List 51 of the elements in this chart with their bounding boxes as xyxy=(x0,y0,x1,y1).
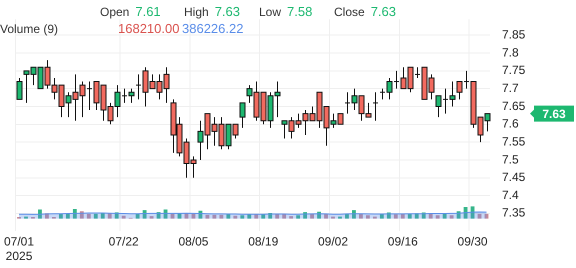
bar xyxy=(212,214,216,219)
text: High 7.63 xyxy=(184,4,240,19)
y-tick-label: 7.35 xyxy=(502,206,526,220)
bar xyxy=(192,214,196,219)
bar xyxy=(478,214,482,219)
y-tick-label: 7.7 xyxy=(502,80,520,95)
x-tick-label: 09/02 xyxy=(318,234,348,249)
y-tick-label: 7.4 xyxy=(502,188,520,202)
text: Low 7.58 xyxy=(259,4,312,19)
bar xyxy=(219,214,224,219)
bar xyxy=(366,215,370,219)
x-tick-label: 08/05 xyxy=(178,234,209,249)
bar xyxy=(66,214,70,219)
annotation: 168210.00 xyxy=(118,21,180,36)
annotation: Volume (9) xyxy=(0,22,58,36)
y-tick-label: 7.85 xyxy=(502,28,526,42)
x-tick-label: 09/30 xyxy=(458,234,488,249)
bar xyxy=(233,216,238,219)
text: Open 7.61 xyxy=(100,4,161,19)
y-tick-label: 7.5 xyxy=(502,152,520,166)
bar xyxy=(484,214,488,219)
annotation: 386226.22 xyxy=(182,21,244,36)
x-tick-label: 07/01 2025 xyxy=(4,234,34,264)
y-tick-label: 7.65 xyxy=(502,98,526,113)
y-tick-label: 7.45 xyxy=(502,170,526,184)
bar xyxy=(150,216,154,219)
x-tick-label: 09/16 xyxy=(388,234,418,249)
bar xyxy=(240,215,244,219)
bar xyxy=(170,214,174,219)
y-tick-label: 7.75 xyxy=(502,63,526,78)
y-tick-label: 7.55 xyxy=(502,134,526,148)
bar xyxy=(289,216,294,219)
bar xyxy=(184,213,188,219)
bar xyxy=(470,206,474,219)
x-tick-label: 07/22 xyxy=(108,234,140,249)
bar xyxy=(436,215,440,219)
candlestick xyxy=(372,92,378,122)
bar xyxy=(450,215,454,219)
x-tick-label: 08/19 xyxy=(248,234,279,249)
text: Close 7.63 xyxy=(334,4,396,19)
text: 7.63 xyxy=(542,106,566,121)
bar xyxy=(226,214,230,219)
bar xyxy=(122,216,126,219)
bar xyxy=(464,206,468,219)
bar xyxy=(296,215,300,219)
bar xyxy=(205,214,210,219)
bar xyxy=(72,208,77,219)
y-tick-label: 7.6 xyxy=(502,116,520,131)
bar xyxy=(282,214,286,219)
y-tick-label: 7.8 xyxy=(502,45,520,60)
bar xyxy=(58,214,63,219)
